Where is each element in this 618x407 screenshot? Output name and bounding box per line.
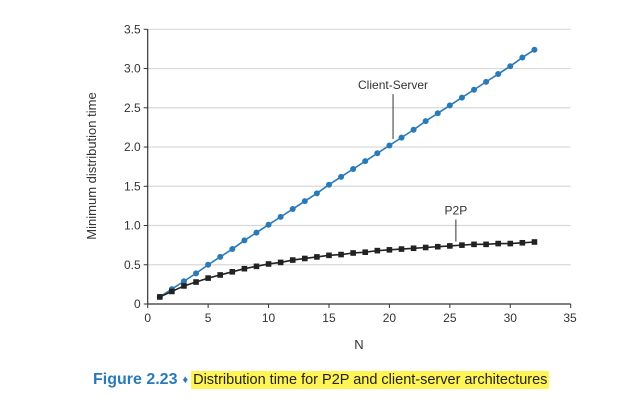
client-server-point xyxy=(362,158,369,165)
client-server-point xyxy=(458,94,465,101)
p2p-point xyxy=(471,241,477,248)
client-server-point xyxy=(483,78,490,85)
p2p-point xyxy=(362,249,369,255)
p2p-point xyxy=(277,259,284,266)
p2p-point xyxy=(447,243,453,249)
x-tick-label: 25 xyxy=(443,311,457,325)
p2p-point xyxy=(531,239,538,245)
client-server-point xyxy=(422,118,429,125)
p2p-point xyxy=(386,247,393,253)
p2p-point xyxy=(253,263,260,270)
client-server-point xyxy=(434,110,441,117)
p2p-point xyxy=(302,255,308,262)
y-axis-label: Minimum distribution time xyxy=(84,92,99,239)
client-server-point xyxy=(301,198,308,205)
distribution-time-chart: 0 0.5 1.0 1.5 2.0 2.5 3.0 3.5 0 5 10 15 20 25 30 35 Cli… xyxy=(84,22,577,352)
client-server-point xyxy=(446,102,453,109)
x-tick-label: 10 xyxy=(262,311,276,325)
p2p-point xyxy=(434,243,441,250)
p2p-point xyxy=(241,265,248,272)
client-server-point xyxy=(350,166,357,173)
y-tick-label: 0 xyxy=(134,297,141,311)
x-tick-label: 0 xyxy=(144,311,151,325)
figure-caption: Figure 2.23 ♦ Distribution time for P2P … xyxy=(93,371,550,389)
client-server-point xyxy=(410,126,417,133)
y-tick-label: 1.5 xyxy=(124,179,141,193)
client-server-point xyxy=(229,246,236,253)
x-axis-label: N xyxy=(354,337,363,352)
client-server-point xyxy=(398,134,405,141)
p2p-point xyxy=(265,261,272,267)
x-tick-label: 20 xyxy=(383,311,397,325)
p2p-point xyxy=(422,244,429,251)
client-server-point xyxy=(338,173,345,180)
figure-label: Figure 2.23 xyxy=(93,371,178,388)
p2p-point xyxy=(314,254,320,260)
client-server-point xyxy=(313,190,320,197)
x-tick-label: 35 xyxy=(563,311,577,325)
client-server-point xyxy=(289,206,296,213)
client-server-point xyxy=(253,229,260,236)
client-server-point xyxy=(325,181,332,188)
client-server-point xyxy=(374,150,381,157)
client-server-point xyxy=(531,46,538,53)
client-server-point xyxy=(519,54,526,61)
x-tick-label: 15 xyxy=(322,311,336,325)
x-tick-label: 30 xyxy=(504,311,518,325)
x-tick-label: 5 xyxy=(205,311,212,325)
p2p-point xyxy=(181,283,187,289)
client-server-line xyxy=(159,49,535,298)
caption-text: Distribution time for P2P and client-ser… xyxy=(191,371,550,389)
y-tick-label: 3.0 xyxy=(124,62,141,76)
client-server-point xyxy=(495,71,502,78)
client-server-point xyxy=(277,213,284,220)
p2p-point xyxy=(459,242,465,248)
p2p-point xyxy=(169,288,175,295)
y-tick-label: 2.0 xyxy=(124,140,141,154)
p2p-point xyxy=(193,279,199,285)
y-tick-label: 1.0 xyxy=(124,219,141,233)
p2p-point xyxy=(229,269,236,275)
y-tick-label: 3.5 xyxy=(124,22,141,36)
p2p-point xyxy=(338,251,344,258)
p2p-point xyxy=(350,250,356,256)
p2p-point xyxy=(398,246,405,252)
p2p-point xyxy=(507,240,514,247)
p2p-point xyxy=(495,240,501,247)
client-server-point xyxy=(205,261,212,268)
p2p-point xyxy=(410,245,417,252)
p2p-point xyxy=(483,241,489,248)
annotation-label: P2P xyxy=(445,204,468,218)
p2p-point xyxy=(374,247,381,254)
client-server-point xyxy=(265,221,272,228)
p2p-point xyxy=(205,275,211,281)
client-server-point xyxy=(386,142,393,149)
p2p-point xyxy=(519,239,526,246)
annotation-label: Client-Server xyxy=(358,78,428,92)
diamond-separator: ♦ xyxy=(182,374,189,386)
p2p-line xyxy=(159,241,535,298)
client-server-point xyxy=(507,63,514,70)
p2p-point xyxy=(326,252,332,259)
client-server-point xyxy=(180,278,187,285)
p2p-point xyxy=(289,257,296,263)
client-server-point xyxy=(217,253,224,260)
y-tick-label: 0.5 xyxy=(124,258,141,272)
client-server-point xyxy=(193,270,200,277)
p2p-point xyxy=(156,294,163,300)
client-server-point xyxy=(241,237,248,244)
client-server-point xyxy=(471,86,478,93)
p2p-point xyxy=(217,272,224,278)
y-tick-label: 2.5 xyxy=(124,101,141,115)
